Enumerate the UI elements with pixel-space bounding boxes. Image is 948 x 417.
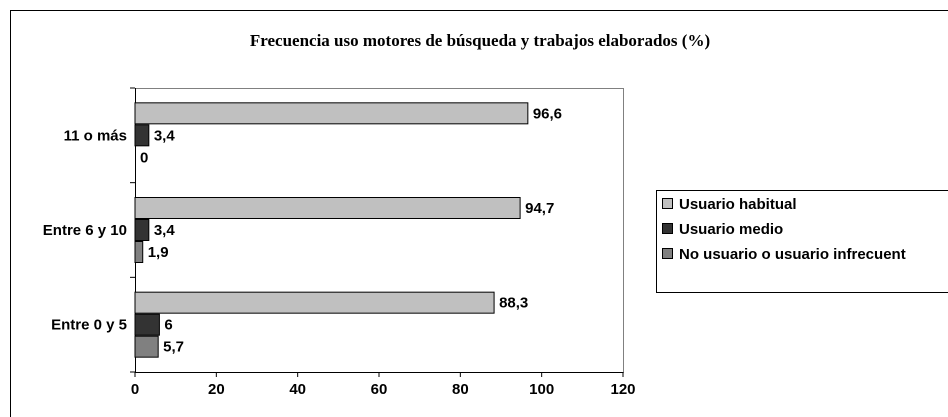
x-tick-label: 60 [371,381,388,398]
y-tick-label: 11 o más [64,127,127,144]
data-label: 88,3 [499,295,528,312]
bar [134,219,150,241]
bar [134,197,521,219]
x-tick-label: 0 [131,381,139,398]
x-tick-label: 120 [610,381,635,398]
legend-swatch [662,198,673,209]
bar [134,335,159,358]
x-tick-label: 40 [289,381,306,398]
x-tick-label: 100 [529,381,554,398]
y-tick-label: Entre 0 y 5 [51,317,127,334]
bar [134,291,495,314]
bar [134,313,160,336]
bar [134,241,144,263]
bar [134,102,529,125]
chart-title: Frecuencia uso motores de búsqueda y tra… [250,31,710,50]
data-label: 1,9 [148,244,169,261]
plot-area [135,88,624,373]
data-label: 94,7 [525,200,554,217]
bar [134,124,150,147]
legend-swatch [662,248,673,259]
legend-label: Usuario habitual [679,196,797,213]
data-label: 3,4 [154,127,176,144]
x-tick-label: 80 [452,381,469,398]
legend-label: No usuario o usuario infrecuent [679,246,906,263]
legend-swatch [662,223,673,234]
legend-box [656,190,948,293]
data-label: 0 [140,149,148,166]
data-label: 96,6 [533,105,562,122]
data-label: 6 [164,317,172,334]
data-label: 5,7 [163,339,184,356]
legend-label: Usuario medio [679,221,783,238]
y-tick-label: Entre 6 y 10 [43,222,127,239]
data-label: 3,4 [154,222,176,239]
x-tick-label: 20 [208,381,225,398]
